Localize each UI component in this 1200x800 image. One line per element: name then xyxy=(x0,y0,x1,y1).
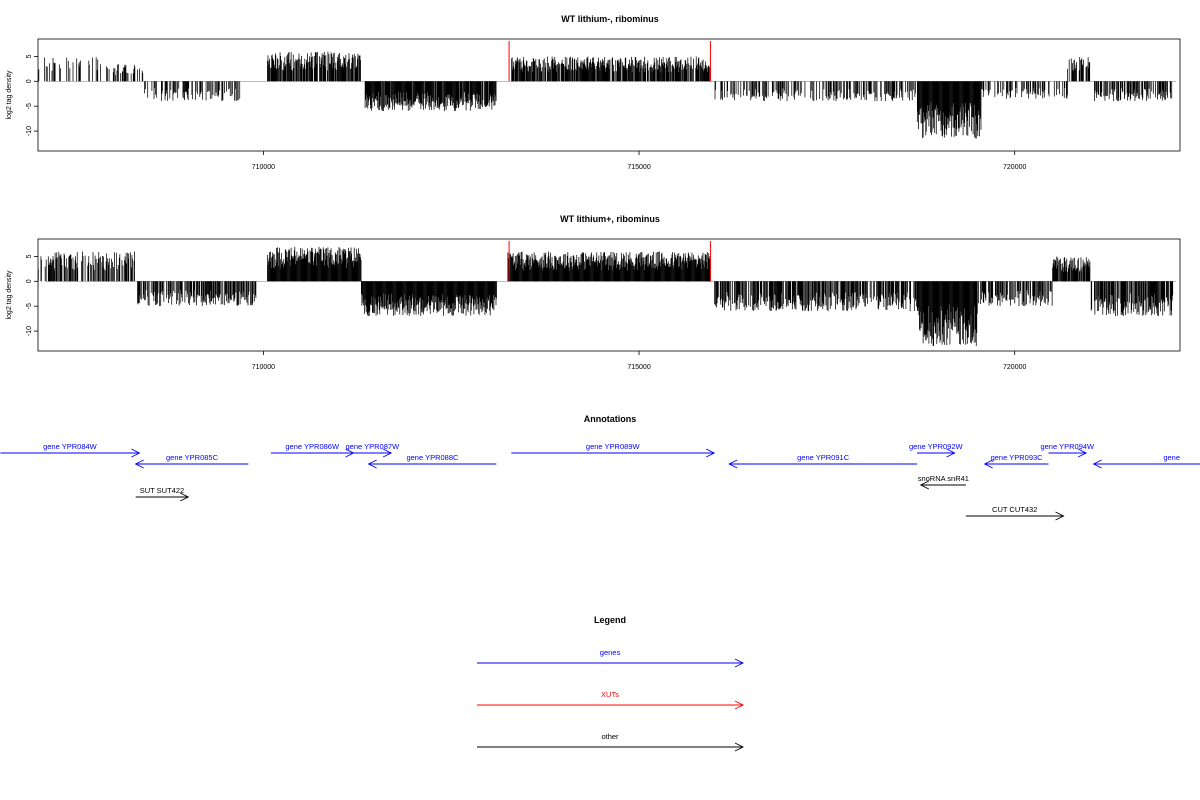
legend-item-genes: genes xyxy=(477,648,745,668)
annotation-feature[interactable]: gene YPR094W xyxy=(1040,442,1095,458)
y-tick-label: -5 xyxy=(26,103,33,109)
y-tick-label: -10 xyxy=(26,126,33,136)
plot-frame xyxy=(37,38,1181,152)
strand-arrow xyxy=(983,459,993,469)
strand-arrow xyxy=(131,448,141,458)
feature-label: SUT SUT422 xyxy=(140,486,184,495)
track-title: WT lithium+, ribominus xyxy=(560,214,660,224)
x-tick-label: 710000 xyxy=(252,164,275,171)
annotation-feature[interactable]: gene YPR089W xyxy=(511,442,716,458)
y-tick-label: -5 xyxy=(26,303,33,309)
strand-arrow xyxy=(1077,448,1088,458)
y-tick-label: 0 xyxy=(26,79,33,83)
x-tick-label: 710000 xyxy=(252,364,275,371)
annotation-feature[interactable]: gene YPR093C xyxy=(983,453,1049,469)
annotation-feature[interactable]: SUT SUT422 xyxy=(135,486,190,502)
legend-title: Legend xyxy=(594,615,626,625)
annotation-feature[interactable]: snoRNA snR41 xyxy=(918,474,969,490)
feature-label: gene YPR086W xyxy=(285,442,340,451)
legend-item-other: other xyxy=(477,732,745,752)
y-tick-label: 5 xyxy=(26,54,33,58)
density-bars xyxy=(37,241,1177,347)
strand-arrow xyxy=(946,448,956,458)
feature-label: gene YPR085C xyxy=(166,453,219,462)
legend-items: genes XUTs other xyxy=(477,648,745,752)
feature-label: gene xyxy=(1163,453,1180,462)
y-tick-label: -10 xyxy=(26,326,33,336)
feature-label: gene YPR087W xyxy=(346,442,401,451)
x-tick-label: 715000 xyxy=(627,364,650,371)
strand-arrow xyxy=(919,480,929,490)
legend-label: genes xyxy=(600,648,621,657)
legend-label: XUTs xyxy=(601,690,619,699)
strand-arrow xyxy=(180,492,190,502)
track-lithium-plus: WT lithium+, ribominus log2 tag density … xyxy=(6,214,1181,371)
feature-label: gene YPR084W xyxy=(43,442,98,451)
legend-item-xuts: XUTs xyxy=(477,690,745,710)
x-tick-label: 720000 xyxy=(1003,364,1026,371)
y-tick-label: 0 xyxy=(26,279,33,283)
annotation-feature[interactable]: gene YPR087W xyxy=(346,442,401,458)
annotation-feature[interactable]: gene YPR092W xyxy=(909,442,964,458)
legend-arrow xyxy=(734,742,745,752)
annotation-feature[interactable]: gene YPR086W xyxy=(270,442,355,458)
annotation-feature[interactable]: gene YPR091C xyxy=(728,453,918,469)
annotation-feature[interactable]: gene YPR085C xyxy=(134,453,249,469)
feature-label: gene YPR092W xyxy=(909,442,964,451)
legend-arrow xyxy=(734,658,745,668)
track-title: WT lithium-, ribominus xyxy=(561,14,659,24)
annotation-feature[interactable]: gene YPR088C xyxy=(367,453,497,469)
annotation-feature[interactable]: gene xyxy=(1092,453,1200,469)
y-tick-label: 5 xyxy=(26,254,33,258)
strand-arrow xyxy=(134,459,144,469)
feature-label: gene YPR089W xyxy=(586,442,641,451)
annotation-features: gene YPR084W gene YPR085C gene YPR086W gene… xyxy=(0,442,1200,521)
strand-arrow xyxy=(1092,459,1102,469)
annotation-feature[interactable]: gene YPR084W xyxy=(0,442,141,458)
y-axis: 5 0 -5 -10 xyxy=(26,254,38,336)
strand-arrow xyxy=(1055,511,1065,521)
x-tick-label: 715000 xyxy=(627,164,650,171)
strand-arrow xyxy=(382,448,393,458)
annotations-title: Annotations xyxy=(584,414,637,424)
feature-label: CUT CUT432 xyxy=(992,505,1037,514)
x-axis: 710000 715000 720000 xyxy=(252,351,1026,371)
strand-arrow xyxy=(705,448,716,458)
density-bars xyxy=(38,41,1177,139)
legend-arrow xyxy=(734,700,745,710)
plot-frame xyxy=(37,238,1181,352)
x-axis: 710000 715000 720000 xyxy=(252,151,1026,171)
strand-arrow xyxy=(728,459,738,469)
y-axis-label: log2 tag density xyxy=(6,70,13,120)
track-lithium-minus: WT lithium-, ribominus log2 tag density … xyxy=(6,14,1181,171)
feature-label: gene YPR091C xyxy=(797,453,850,462)
feature-label: gene YPR088C xyxy=(406,453,459,462)
y-axis-label: log2 tag density xyxy=(6,270,13,320)
strand-arrow xyxy=(367,459,377,469)
feature-label: snoRNA snR41 xyxy=(918,474,969,483)
y-axis: 5 0 -5 -10 xyxy=(26,54,38,136)
feature-label: gene YPR093C xyxy=(991,453,1044,462)
feature-label: gene YPR094W xyxy=(1040,442,1095,451)
x-tick-label: 720000 xyxy=(1003,164,1026,171)
legend-panel: Legend genes XUTs other xyxy=(477,615,745,752)
annotation-feature[interactable]: CUT CUT432 xyxy=(965,505,1065,521)
legend-label: other xyxy=(601,732,619,741)
